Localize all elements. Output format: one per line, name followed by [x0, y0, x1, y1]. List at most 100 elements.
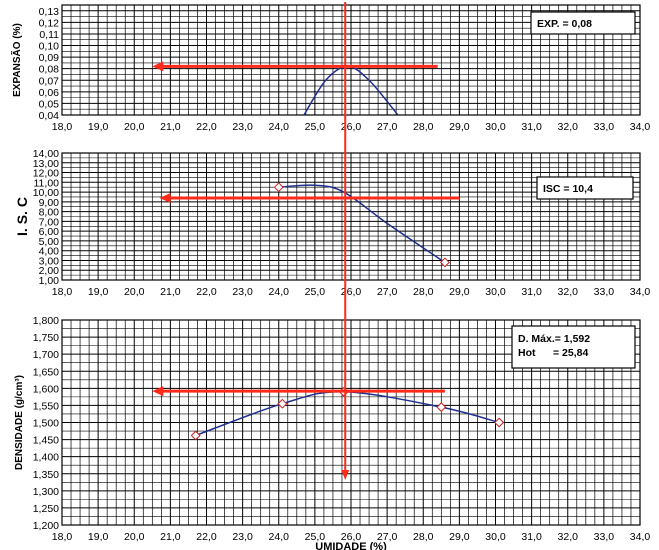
x-tick-label: 31,0 — [521, 531, 542, 543]
x-tick-label: 28,0 — [413, 531, 434, 543]
expansion-chart: 18,0 19,0 20,0 21,0 22,0 23,0 24,0 25,0 26,0 27,0… — [10, 4, 651, 133]
vertical-arrow-head — [341, 470, 350, 480]
x-tick-label: 27,0 — [377, 286, 398, 298]
x-tick-label: 18,0 — [52, 286, 73, 298]
y-tick-label: 8,00 — [39, 207, 60, 219]
y-tick-label: 1,00 — [39, 275, 60, 287]
x-tick-label: 20,0 — [124, 531, 145, 543]
x-tick-label: 28,0 — [413, 286, 434, 298]
x-axis-label: UMIDADE (%) — [315, 541, 387, 550]
y-tick-label: 0,08 — [39, 64, 60, 76]
x-tick-label: 28,0 — [413, 121, 434, 133]
x-tick-label: 26,0 — [341, 286, 362, 298]
data-point — [190, 430, 201, 441]
y-tick-label: 6,00 — [39, 226, 60, 238]
x-tick-label: 21,0 — [160, 531, 181, 543]
data-point — [494, 417, 505, 428]
x-tick-label: 22,0 — [196, 121, 217, 133]
y-tick-label: 1,550 — [33, 400, 59, 412]
x-tick-label: 25,0 — [305, 531, 326, 543]
y-tick-label: 1,400 — [33, 452, 59, 464]
annotation-box: D. Máx.= 1,592 Hot = 25,84 — [511, 325, 636, 369]
y-tick-label: 0,12 — [39, 17, 60, 29]
x-tick-label: 34,0 — [630, 531, 651, 543]
y-tick-label: 11,00 — [34, 177, 60, 189]
horizontal-arrow — [152, 386, 445, 397]
series-line — [278, 184, 446, 264]
y-tick-labels: 1,200 1,250 1,300 1,350 1,400 1,450 1,500 1,550… — [33, 315, 59, 532]
horizontal-arrow — [159, 192, 460, 203]
x-tick-label: 31,0 — [521, 286, 542, 298]
y-tick-label: 0,09 — [39, 52, 60, 64]
y-tick-labels: 1,002,003,004,005,006,007,008,009,0010,0… — [33, 148, 59, 287]
x-tick-label: 24,0 — [269, 531, 290, 543]
x-tick-label: 29,0 — [449, 286, 470, 298]
annotation-text: EXP. = 0,08 — [537, 18, 592, 30]
density-chart: 18,0 19,0 20,0 21,0 22,0 23,0 24,0 25,0 26,0 27,0… — [14, 315, 650, 550]
annotation-text: Hot = 25,84 — [518, 347, 588, 359]
x-tick-label: 22,0 — [196, 531, 217, 543]
arrow-head — [152, 386, 164, 397]
x-tick-label: 21,0 — [160, 121, 181, 133]
x-tick-label: 21,0 — [160, 286, 181, 298]
x-tick-label: 24,0 — [269, 121, 290, 133]
x-tick-label: 32,0 — [558, 121, 579, 133]
y-tick-label: 1,500 — [33, 418, 59, 430]
isc-chart: 18,0 19,0 20,0 21,0 22,0 23,0 24,0 25,0 26,0 27,0… — [14, 148, 650, 298]
x-tick-label: 29,0 — [449, 531, 470, 543]
x-tick-label: 26,0 — [341, 531, 362, 543]
y-tick-label: 0,07 — [39, 75, 60, 87]
x-tick-label: 26,0 — [341, 121, 362, 133]
x-tick-label: 24,0 — [269, 286, 290, 298]
annotation-frame — [530, 11, 636, 35]
grid — [61, 152, 641, 281]
y-axis-label: DENSIDADE (g/cm³) — [14, 375, 25, 470]
data-point — [439, 257, 450, 268]
x-tick-labels: 18,0 19,0 20,0 21,0 22,0 23,0 24,0 25,0 26,0 27,0… — [52, 286, 651, 298]
x-tick-label: 34,0 — [630, 121, 651, 133]
data-point — [273, 182, 284, 193]
y-tick-label: 1,750 — [33, 332, 59, 344]
y-tick-label: 3,00 — [39, 255, 60, 267]
y-tick-label: 0,13 — [39, 6, 60, 18]
annotation-box: ISC = 10,4 — [536, 176, 634, 200]
y-tick-label: 9,00 — [39, 197, 60, 209]
y-tick-label: 1,700 — [33, 349, 59, 361]
x-tick-label: 33,0 — [594, 121, 615, 133]
y-tick-labels: 0,040,050,060,070,080,090,100,110,120,13 — [39, 6, 60, 122]
y-tick-label: 1,250 — [33, 503, 59, 515]
annotation-text: ISC = 10,4 — [543, 183, 593, 195]
y-tick-label: 1,600 — [33, 383, 59, 395]
annotation-frame — [511, 325, 636, 369]
x-tick-label: 32,0 — [558, 286, 579, 298]
x-tick-label: 27,0 — [377, 531, 398, 543]
annotation-frame — [536, 176, 634, 200]
annotation-box: EXP. = 0,08 — [530, 11, 636, 35]
y-axis-label: EXPANSÃO (%) — [10, 23, 23, 97]
arrow-head — [159, 192, 171, 203]
x-tick-label: 25,0 — [305, 121, 326, 133]
y-tick-label: 1,450 — [33, 435, 59, 447]
annotation-text: D. Máx.= 1,592 — [518, 333, 590, 345]
x-tick-label: 23,0 — [232, 286, 253, 298]
x-tick-label: 33,0 — [594, 286, 615, 298]
y-tick-label: 0,11 — [39, 29, 59, 41]
x-tick-label: 27,0 — [377, 121, 398, 133]
y-tick-label: 4,00 — [39, 246, 60, 258]
x-tick-label: 29,0 — [449, 121, 470, 133]
x-tick-label: 19,0 — [88, 531, 109, 543]
y-tick-label: 0,10 — [39, 41, 60, 53]
x-tick-label: 18,0 — [52, 531, 73, 543]
x-tick-label: 30,0 — [485, 531, 506, 543]
x-tick-label: 18,0 — [52, 121, 73, 133]
y-tick-label: 10,00 — [33, 187, 59, 199]
x-tick-label: 30,0 — [485, 286, 506, 298]
x-tick-labels: 18,0 19,0 20,0 21,0 22,0 23,0 24,0 25,0 26,0 27,0… — [52, 531, 651, 543]
y-tick-label: 1,650 — [33, 366, 59, 378]
y-tick-label: 1,300 — [33, 486, 59, 498]
x-tick-label: 33,0 — [594, 531, 615, 543]
y-tick-label: 13,00 — [33, 158, 59, 170]
y-axis-label: I. S. C — [14, 197, 30, 236]
x-tick-label: 34,0 — [630, 286, 651, 298]
